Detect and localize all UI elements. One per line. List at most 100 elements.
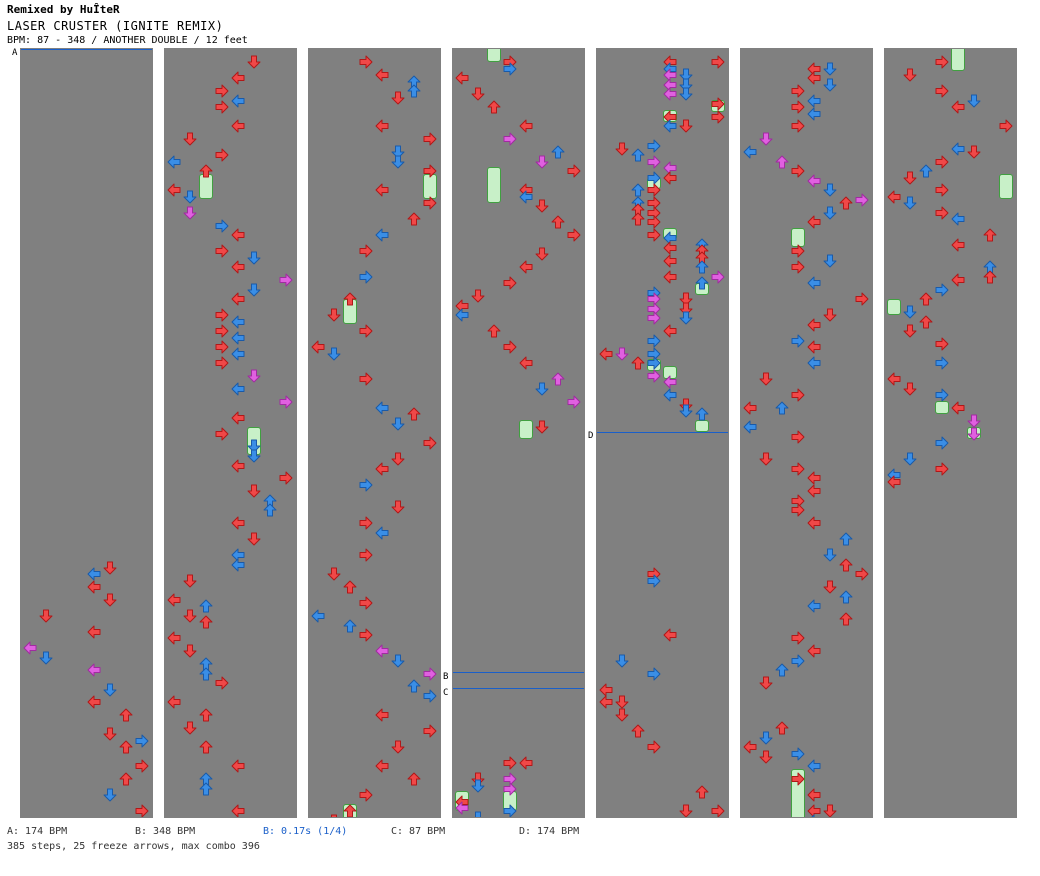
measure-line: [21, 241, 152, 242]
arrow-left-red: [599, 347, 613, 361]
arrow-left-red: [87, 625, 101, 639]
arrow-right-blue: [423, 689, 437, 703]
arrow-down-red: [391, 452, 405, 466]
arrow-right-red: [423, 724, 437, 738]
arrow-right-red: [935, 183, 949, 197]
arrow-down-blue: [679, 78, 693, 92]
arrow-left-red: [663, 241, 677, 255]
arrow-left-pink: [663, 375, 677, 389]
measure-line: [309, 561, 440, 562]
arrow-right-blue: [791, 334, 805, 348]
marker-b-line: [453, 672, 584, 673]
arrow-right-red: [279, 471, 293, 485]
arrow-left-red: [231, 411, 245, 425]
song-title: LASER CRUSTER (IGNITE REMIX): [7, 19, 224, 33]
measure-line: [309, 753, 440, 754]
arrow-down-red: [823, 804, 837, 817]
arrow-right-blue: [647, 667, 661, 681]
arrow-left-red: [519, 817, 533, 818]
measure-line: [21, 625, 152, 626]
arrow-up-blue: [343, 619, 357, 633]
arrow-up-red: [631, 724, 645, 738]
arrow-down-blue: [679, 68, 693, 82]
arrow-up-blue: [199, 599, 213, 613]
arrow-down-blue: [471, 811, 485, 817]
measure-line: [453, 241, 584, 242]
measure-line: [453, 305, 584, 306]
arrow-right-red: [359, 628, 373, 642]
arrow-left-blue: [743, 420, 757, 434]
arrow-left-pink: [663, 87, 677, 101]
marker-d-line: [597, 432, 728, 433]
arrow-right-red: [215, 100, 229, 114]
freeze-arrow: [695, 420, 709, 433]
arrow-left-blue: [231, 315, 245, 329]
arrow-left-blue: [375, 228, 389, 242]
arrow-down-red: [391, 500, 405, 514]
arrow-down-red: [183, 132, 197, 146]
arrow-right-red: [791, 164, 805, 178]
arrow-up-blue: [695, 407, 709, 421]
arrow-down-red: [903, 382, 917, 396]
arrow-right-red: [647, 228, 661, 242]
measure-line: [309, 113, 440, 114]
chart-column: [20, 48, 153, 818]
arrow-up-pink: [551, 372, 565, 386]
arrow-right-red: [359, 372, 373, 386]
arrow-down-red: [759, 750, 773, 764]
measure-line: [165, 305, 296, 306]
bpm-d-legend: D: 174 BPM: [519, 826, 580, 837]
arrow-right-red: [359, 596, 373, 610]
measure-line: [885, 177, 1016, 178]
arrow-left-blue: [807, 814, 821, 817]
measure-line: [309, 689, 440, 690]
arrow-right-red: [215, 356, 229, 370]
arrow-down-pink: [183, 206, 197, 220]
arrow-right-red: [503, 756, 517, 770]
arrow-left-red: [375, 759, 389, 773]
marker-a-label: A: [12, 48, 18, 58]
arrow-left-red: [167, 183, 181, 197]
chart-column: [740, 48, 873, 818]
arrow-up-blue: [551, 145, 565, 159]
arrow-down-blue: [391, 145, 405, 159]
measure-line: [165, 433, 296, 434]
arrow-right-red: [215, 427, 229, 441]
arrow-up-blue: [631, 183, 645, 197]
arrow-left-red: [663, 171, 677, 185]
arrow-right-red: [215, 676, 229, 690]
measure-line: [597, 689, 728, 690]
arrow-right-red: [791, 503, 805, 517]
measure-line: [453, 689, 584, 690]
measure-line: [741, 177, 872, 178]
arrow-up-red: [839, 612, 853, 626]
arrow-right-blue: [503, 804, 517, 817]
arrow-down-red: [903, 324, 917, 338]
arrow-up-red: [343, 580, 357, 594]
bpm-a-legend: A: 174 BPM: [7, 826, 68, 837]
arrow-down-red: [615, 695, 629, 709]
arrow-left-blue: [231, 94, 245, 108]
arrow-left-blue: [807, 107, 821, 121]
arrow-right-red: [359, 324, 373, 338]
arrow-up-blue: [631, 148, 645, 162]
arrow-left-red: [951, 238, 965, 252]
arrow-up-red: [983, 270, 997, 284]
arrow-left-red: [231, 228, 245, 242]
arrow-up-blue: [919, 164, 933, 178]
arrow-right-red: [791, 772, 805, 786]
arrow-left-red: [375, 708, 389, 722]
arrow-right-blue: [647, 139, 661, 153]
arrow-down-red: [679, 302, 693, 316]
arrow-down-pink: [967, 427, 981, 441]
arrow-down-red: [471, 87, 485, 101]
arrow-left-red: [951, 401, 965, 415]
measure-line: [741, 625, 872, 626]
arrow-left-blue: [807, 356, 821, 370]
arrow-up-red: [119, 740, 133, 754]
bpm-c-legend: C: 87 BPM: [391, 826, 446, 837]
arrow-down-red: [903, 68, 917, 82]
arrow-left-red: [455, 71, 469, 85]
arrow-left-red: [807, 788, 821, 802]
marker-b-label: B: [443, 672, 449, 682]
